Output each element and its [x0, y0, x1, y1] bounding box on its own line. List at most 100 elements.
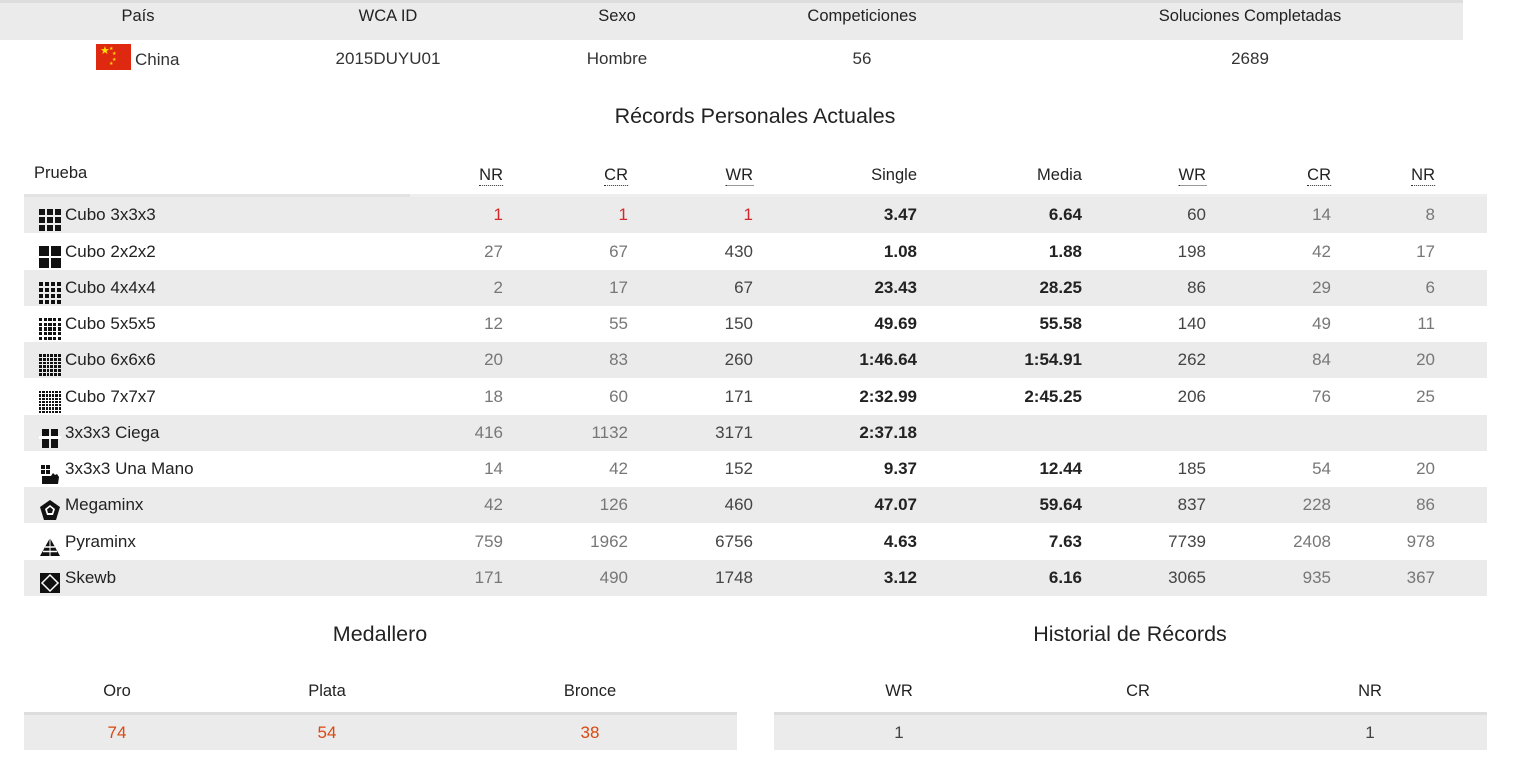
- competitions-value: 56: [852, 49, 872, 68]
- cell-single[interactable]: 9.37: [883, 459, 917, 478]
- table-row: Cubo 2x2x2 27 67 430 1.08 1.88 198 42 17: [24, 234, 1487, 270]
- cell-average[interactable]: 6.16: [1048, 568, 1082, 587]
- cell-average[interactable]: 7.63: [1048, 532, 1082, 551]
- header-gender: Sexo: [598, 7, 636, 25]
- cell-nr-single: 42: [484, 495, 503, 514]
- header-gold: Oro: [103, 682, 131, 700]
- cell-wr-single: 152: [724, 459, 753, 478]
- cell-single[interactable]: 4.63: [883, 532, 917, 551]
- cell-nr-single: 27: [484, 242, 503, 261]
- cell-nr-average: 20: [1416, 350, 1435, 369]
- cell-wr-average: 86: [1187, 278, 1206, 297]
- cell-nr-single: 18: [484, 387, 503, 406]
- bronze-count[interactable]: 38: [580, 723, 600, 742]
- cell-wr-single: 3171: [715, 423, 753, 442]
- table-row: Megaminx 42 126 460 47.07 59.64 837 228 86: [24, 487, 1487, 523]
- cell-wr-average: 262: [1177, 350, 1206, 369]
- cell-wr-single: 1748: [715, 568, 753, 587]
- cell-cr-average: 2408: [1293, 532, 1331, 551]
- event-name[interactable]: Skewb: [65, 568, 117, 587]
- header-wr-single[interactable]: WR: [725, 166, 753, 186]
- cell-nr-average: 8: [1425, 205, 1435, 224]
- country-value[interactable]: China: [135, 50, 180, 69]
- cell-single[interactable]: 23.43: [874, 278, 917, 297]
- cell-average[interactable]: 55.58: [1039, 314, 1082, 333]
- cell-wr-single: 1: [743, 205, 753, 224]
- cell-wr-average: 60: [1187, 205, 1206, 224]
- event-name[interactable]: Cubo 5x5x5: [65, 314, 156, 333]
- cell-single[interactable]: 49.69: [874, 314, 917, 333]
- cell-cr-single: 83: [609, 350, 628, 369]
- cell-single[interactable]: 3.47: [883, 205, 917, 224]
- history-wr-count: 1: [894, 723, 904, 742]
- cell-average[interactable]: 12.44: [1039, 459, 1082, 478]
- cell-single[interactable]: 1:46.64: [859, 350, 917, 369]
- cell-single[interactable]: 47.07: [874, 495, 917, 514]
- cell-single[interactable]: 2:37.18: [859, 423, 917, 442]
- event-name[interactable]: Cubo 7x7x7: [65, 387, 156, 406]
- cell-cr-average: 14: [1312, 205, 1331, 224]
- table-row: 3x3x3 Ciega 416 1132 3171 2:37.18: [24, 415, 1487, 451]
- header-history-cr: CR: [1126, 682, 1150, 700]
- gold-count[interactable]: 74: [107, 723, 127, 742]
- header-single: Single: [871, 166, 917, 184]
- event-name[interactable]: Cubo 2x2x2: [65, 242, 156, 261]
- cell-wr-average: 198: [1177, 242, 1206, 261]
- cell-wr-single: 150: [724, 314, 753, 333]
- event-name[interactable]: 3x3x3 Una Mano: [65, 459, 194, 478]
- cell-cr-single: 1962: [590, 532, 628, 551]
- cell-cr-single: 55: [609, 314, 628, 333]
- cell-wr-single: 67: [734, 278, 753, 297]
- event-name[interactable]: Cubo 6x6x6: [65, 350, 156, 369]
- history-nr-count: 1: [1365, 723, 1375, 742]
- header-nr-average[interactable]: NR: [1411, 166, 1435, 186]
- cell-single[interactable]: 2:32.99: [859, 387, 917, 406]
- cell-average[interactable]: 1.88: [1048, 242, 1082, 261]
- cell-cr-average: 29: [1312, 278, 1331, 297]
- header-wr-average[interactable]: WR: [1178, 166, 1206, 186]
- cube-7x7-icon: [39, 391, 61, 413]
- cell-average[interactable]: 59.64: [1039, 495, 1082, 514]
- pyraminx-icon: [39, 536, 61, 558]
- event-name[interactable]: 3x3x3 Ciega: [65, 423, 160, 442]
- one-handed-icon: [39, 463, 61, 485]
- cell-nr-average: 25: [1416, 387, 1435, 406]
- cell-average[interactable]: 2:45.25: [1024, 387, 1082, 406]
- silver-count[interactable]: 54: [317, 723, 337, 742]
- header-cr-single[interactable]: CR: [604, 166, 628, 186]
- header-bronze: Bronce: [563, 682, 617, 700]
- event-name[interactable]: Megaminx: [65, 495, 144, 514]
- cell-average[interactable]: 6.64: [1048, 205, 1082, 224]
- megaminx-icon: [39, 499, 61, 521]
- table-row: Skewb 171 490 1748 3.12 6.16 3065 935 367: [24, 560, 1487, 596]
- cell-nr-average: 6: [1425, 278, 1435, 297]
- cell-cr-single: 1132: [591, 423, 628, 442]
- cube-6x6-icon: [39, 354, 61, 376]
- record-history-row: [774, 712, 1487, 750]
- table-row: Pyraminx 759 1962 6756 4.63 7.63 7739 2408 978: [24, 524, 1487, 560]
- cell-cr-average: 76: [1312, 387, 1331, 406]
- cell-nr-average: 978: [1406, 532, 1435, 551]
- cell-cr-single: 126: [599, 495, 628, 514]
- wca-id-value: 2015DUYU01: [335, 49, 441, 68]
- header-nr-single[interactable]: NR: [479, 166, 503, 186]
- cell-average[interactable]: 28.25: [1039, 278, 1082, 297]
- header-history-wr: WR: [885, 682, 913, 700]
- record-history-title: Historial de Récords: [1033, 622, 1227, 646]
- table-row: Cubo 6x6x6 20 83 260 1:46.64 1:54.91 262 84 20: [24, 342, 1487, 378]
- header-cr-average[interactable]: CR: [1307, 166, 1331, 186]
- cell-wr-single: 260: [724, 350, 753, 369]
- skewb-icon: [39, 572, 61, 594]
- event-name[interactable]: Cubo 4x4x4: [65, 278, 156, 297]
- event-name[interactable]: Cubo 3x3x3: [65, 205, 156, 224]
- cell-average[interactable]: 1:54.91: [1024, 350, 1082, 369]
- cell-single[interactable]: 3.12: [883, 568, 917, 587]
- event-name[interactable]: Pyraminx: [65, 532, 136, 551]
- cell-nr-single: 14: [484, 459, 503, 478]
- cell-cr-single: 17: [609, 278, 628, 297]
- cell-wr-average: 7739: [1168, 532, 1206, 551]
- cell-single[interactable]: 1.08: [883, 242, 917, 261]
- medals-title: Medallero: [332, 622, 428, 646]
- cell-cr-average: 935: [1302, 568, 1331, 587]
- cell-nr-single: 2: [493, 278, 503, 297]
